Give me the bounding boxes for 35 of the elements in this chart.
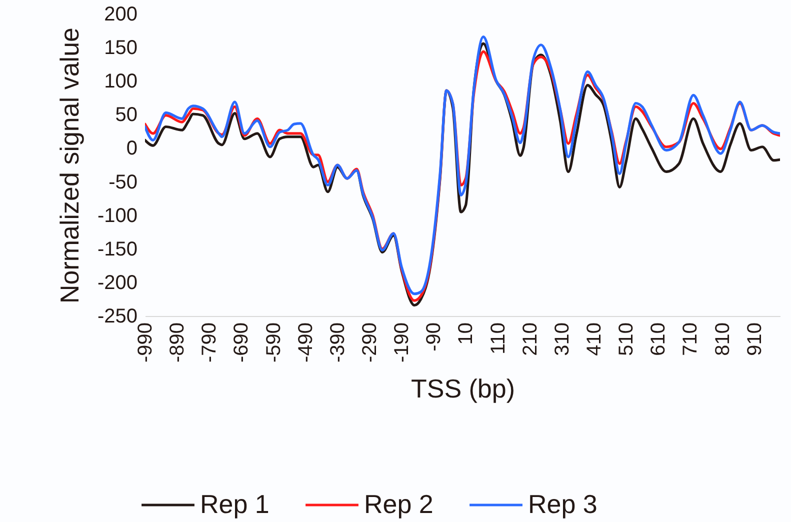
legend-label: Rep 1 (200, 489, 270, 519)
y-tick-label: -250 (97, 306, 138, 328)
x-tick-label: 510 (616, 322, 638, 356)
x-tick-label: 10 (455, 322, 478, 345)
x-tick-label: -490 (294, 322, 317, 363)
x-tick-label: -90 (423, 322, 446, 352)
x-tick-label: 910 (744, 322, 766, 356)
y-tick-label: -200 (97, 272, 138, 294)
x-tick-label: 310 (551, 322, 574, 356)
y-tick-label: -50 (108, 171, 138, 194)
x-tick-label: -190 (391, 322, 414, 363)
x-tick-label: 810 (712, 322, 734, 356)
x-tick-label: -990 (134, 322, 156, 363)
y-tick-label: -100 (97, 204, 138, 227)
y-tick-label: -150 (97, 238, 138, 260)
x-tick-label: -690 (230, 322, 253, 363)
x-tick-label: 210 (519, 322, 542, 356)
y-axis-title: Normalized signal value (54, 27, 84, 304)
x-tick-label: -290 (358, 322, 381, 363)
y-tick-label: 150 (104, 37, 138, 60)
x-tick-label: -390 (326, 322, 349, 363)
x-tick-label: -590 (262, 322, 285, 363)
x-tick-label: 410 (583, 322, 606, 356)
x-tick-label: 110 (487, 322, 510, 354)
y-tick-label: 100 (104, 70, 138, 93)
x-tick-label: -790 (198, 322, 221, 363)
x-axis-title: TSS (bp) (410, 374, 516, 404)
y-tick-label: 200 (104, 4, 138, 26)
x-tick-label: -890 (166, 322, 189, 363)
legend-label: Rep 2 (364, 489, 434, 519)
y-tick-label: 0 (126, 138, 138, 160)
legend-label: Rep 3 (528, 489, 598, 519)
x-tick-label: 710 (680, 322, 702, 356)
y-tick-label: 50 (115, 104, 138, 126)
x-tick-label: 610 (648, 322, 670, 356)
